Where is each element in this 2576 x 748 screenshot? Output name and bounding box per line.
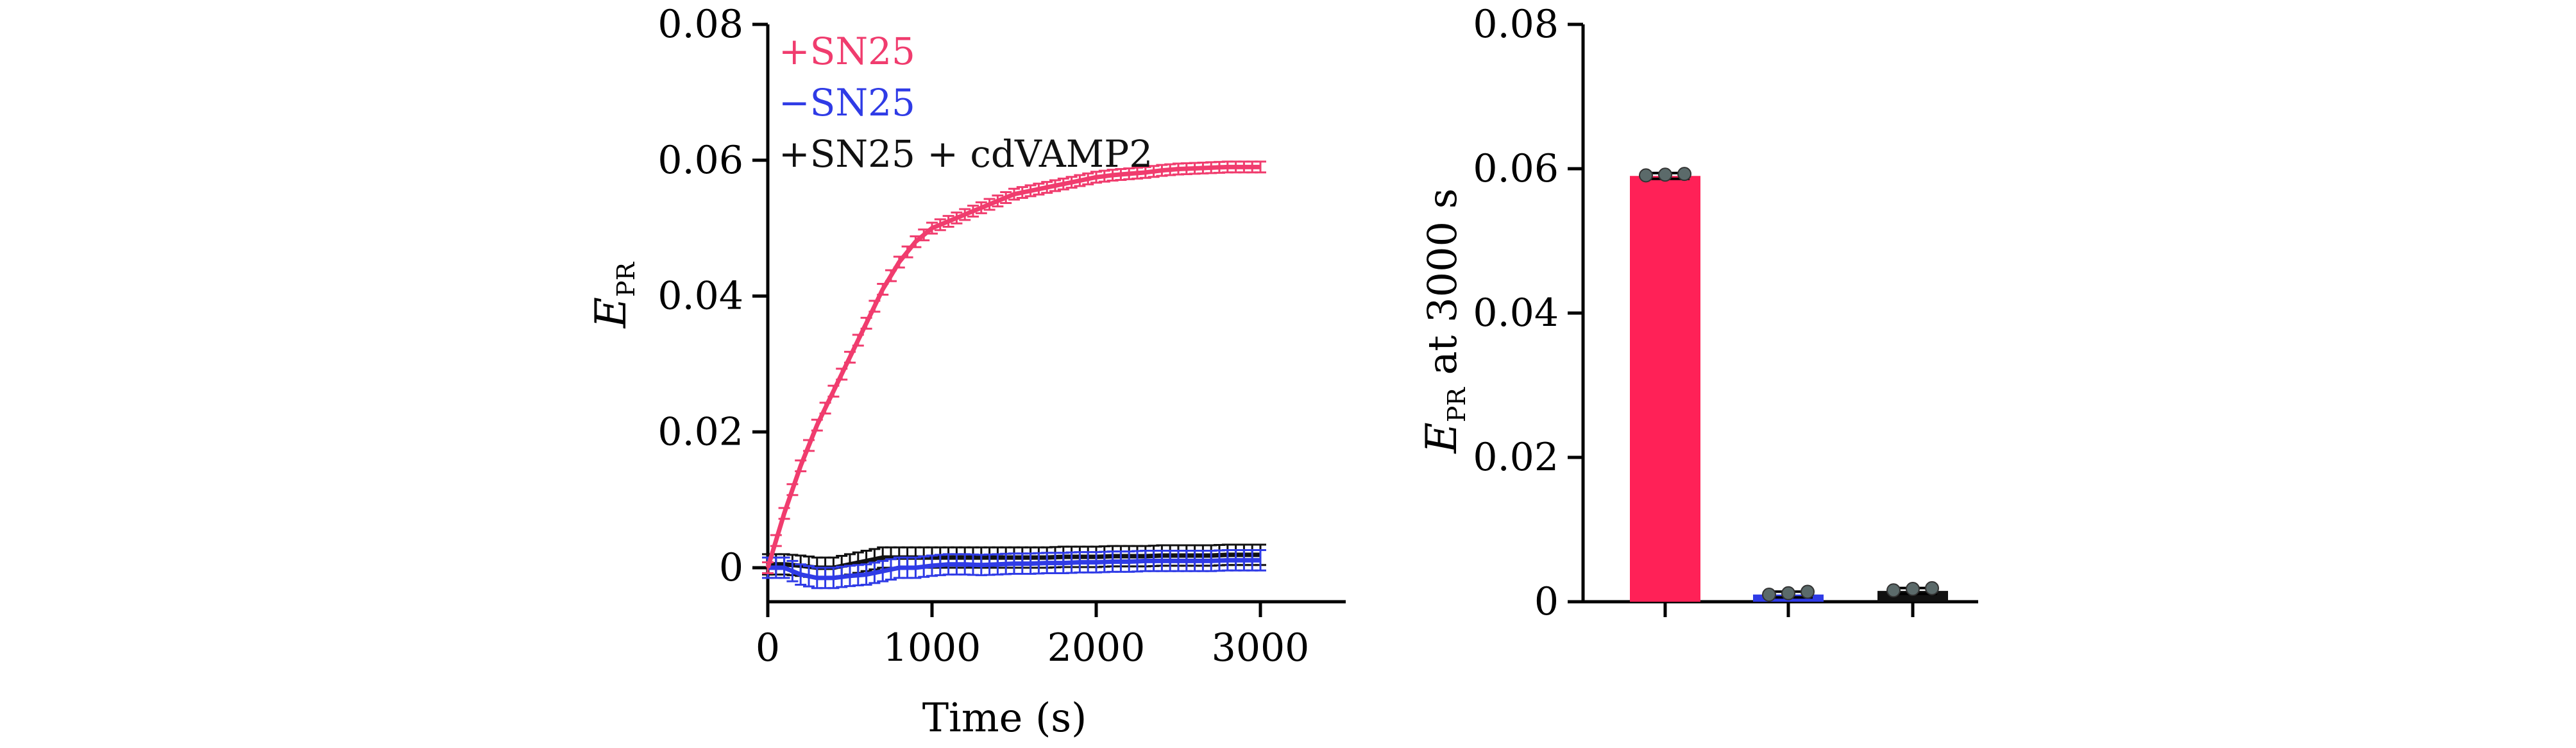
y-tick-label: 0.06 <box>657 138 743 183</box>
data-point <box>1925 581 1939 595</box>
endpoint-bar-chart: 0 0.02 0.04 0.06 0.08 EPR at 3000 s <box>1417 2 1978 624</box>
y-tick-label: 0.08 <box>1473 2 1559 47</box>
series-1 <box>762 160 1266 574</box>
bar-group <box>1630 167 1700 602</box>
x-tick-label: 2000 <box>1047 625 1146 670</box>
y-tick-label: 0.04 <box>657 274 743 319</box>
y-axis-title: EPR <box>586 261 640 328</box>
data-point <box>1886 583 1901 598</box>
data-point <box>1677 167 1691 182</box>
bar <box>1630 176 1700 602</box>
series-line <box>768 557 1260 581</box>
data-point <box>1781 586 1795 600</box>
y-tick-label: 0.02 <box>1473 435 1559 480</box>
bar-group <box>1753 584 1824 602</box>
data-point <box>1762 588 1776 602</box>
x-tick-label: 0 <box>756 625 780 670</box>
bar-group <box>1877 581 1948 602</box>
y-tick-label: 0.06 <box>1473 146 1559 191</box>
y-tick-label: 0.04 <box>1473 291 1559 336</box>
legend-entry: +SN25 + cdVAMP2 <box>779 132 1153 176</box>
y-tick-label: 0 <box>1534 579 1559 624</box>
series-2 <box>762 548 1266 590</box>
x-axis-title: Time (s) <box>922 694 1087 741</box>
data-point <box>1906 582 1920 596</box>
y-tick-label: 0 <box>719 545 743 590</box>
data-point <box>1658 167 1672 182</box>
y-tick-label: 0.02 <box>657 409 743 454</box>
time-course-chart: 0 0.02 0.04 0.06 0.08 0 1000 2000 3000 Time (s) EP… <box>586 2 1346 741</box>
legend-entry: −SN25 <box>779 81 915 124</box>
legend: +SN25 −SN25 +SN25 + cdVAMP2 <box>779 30 1153 176</box>
data-point <box>1801 584 1815 599</box>
legend-entry: +SN25 <box>779 30 915 73</box>
y-tick-label: 0.08 <box>657 2 743 47</box>
x-tick-label: 1000 <box>883 625 981 670</box>
y-axis-title: EPR at 3000 s <box>1417 189 1471 454</box>
data-point <box>1639 168 1653 183</box>
series-line <box>765 164 1260 569</box>
x-tick-label: 3000 <box>1212 625 1310 670</box>
